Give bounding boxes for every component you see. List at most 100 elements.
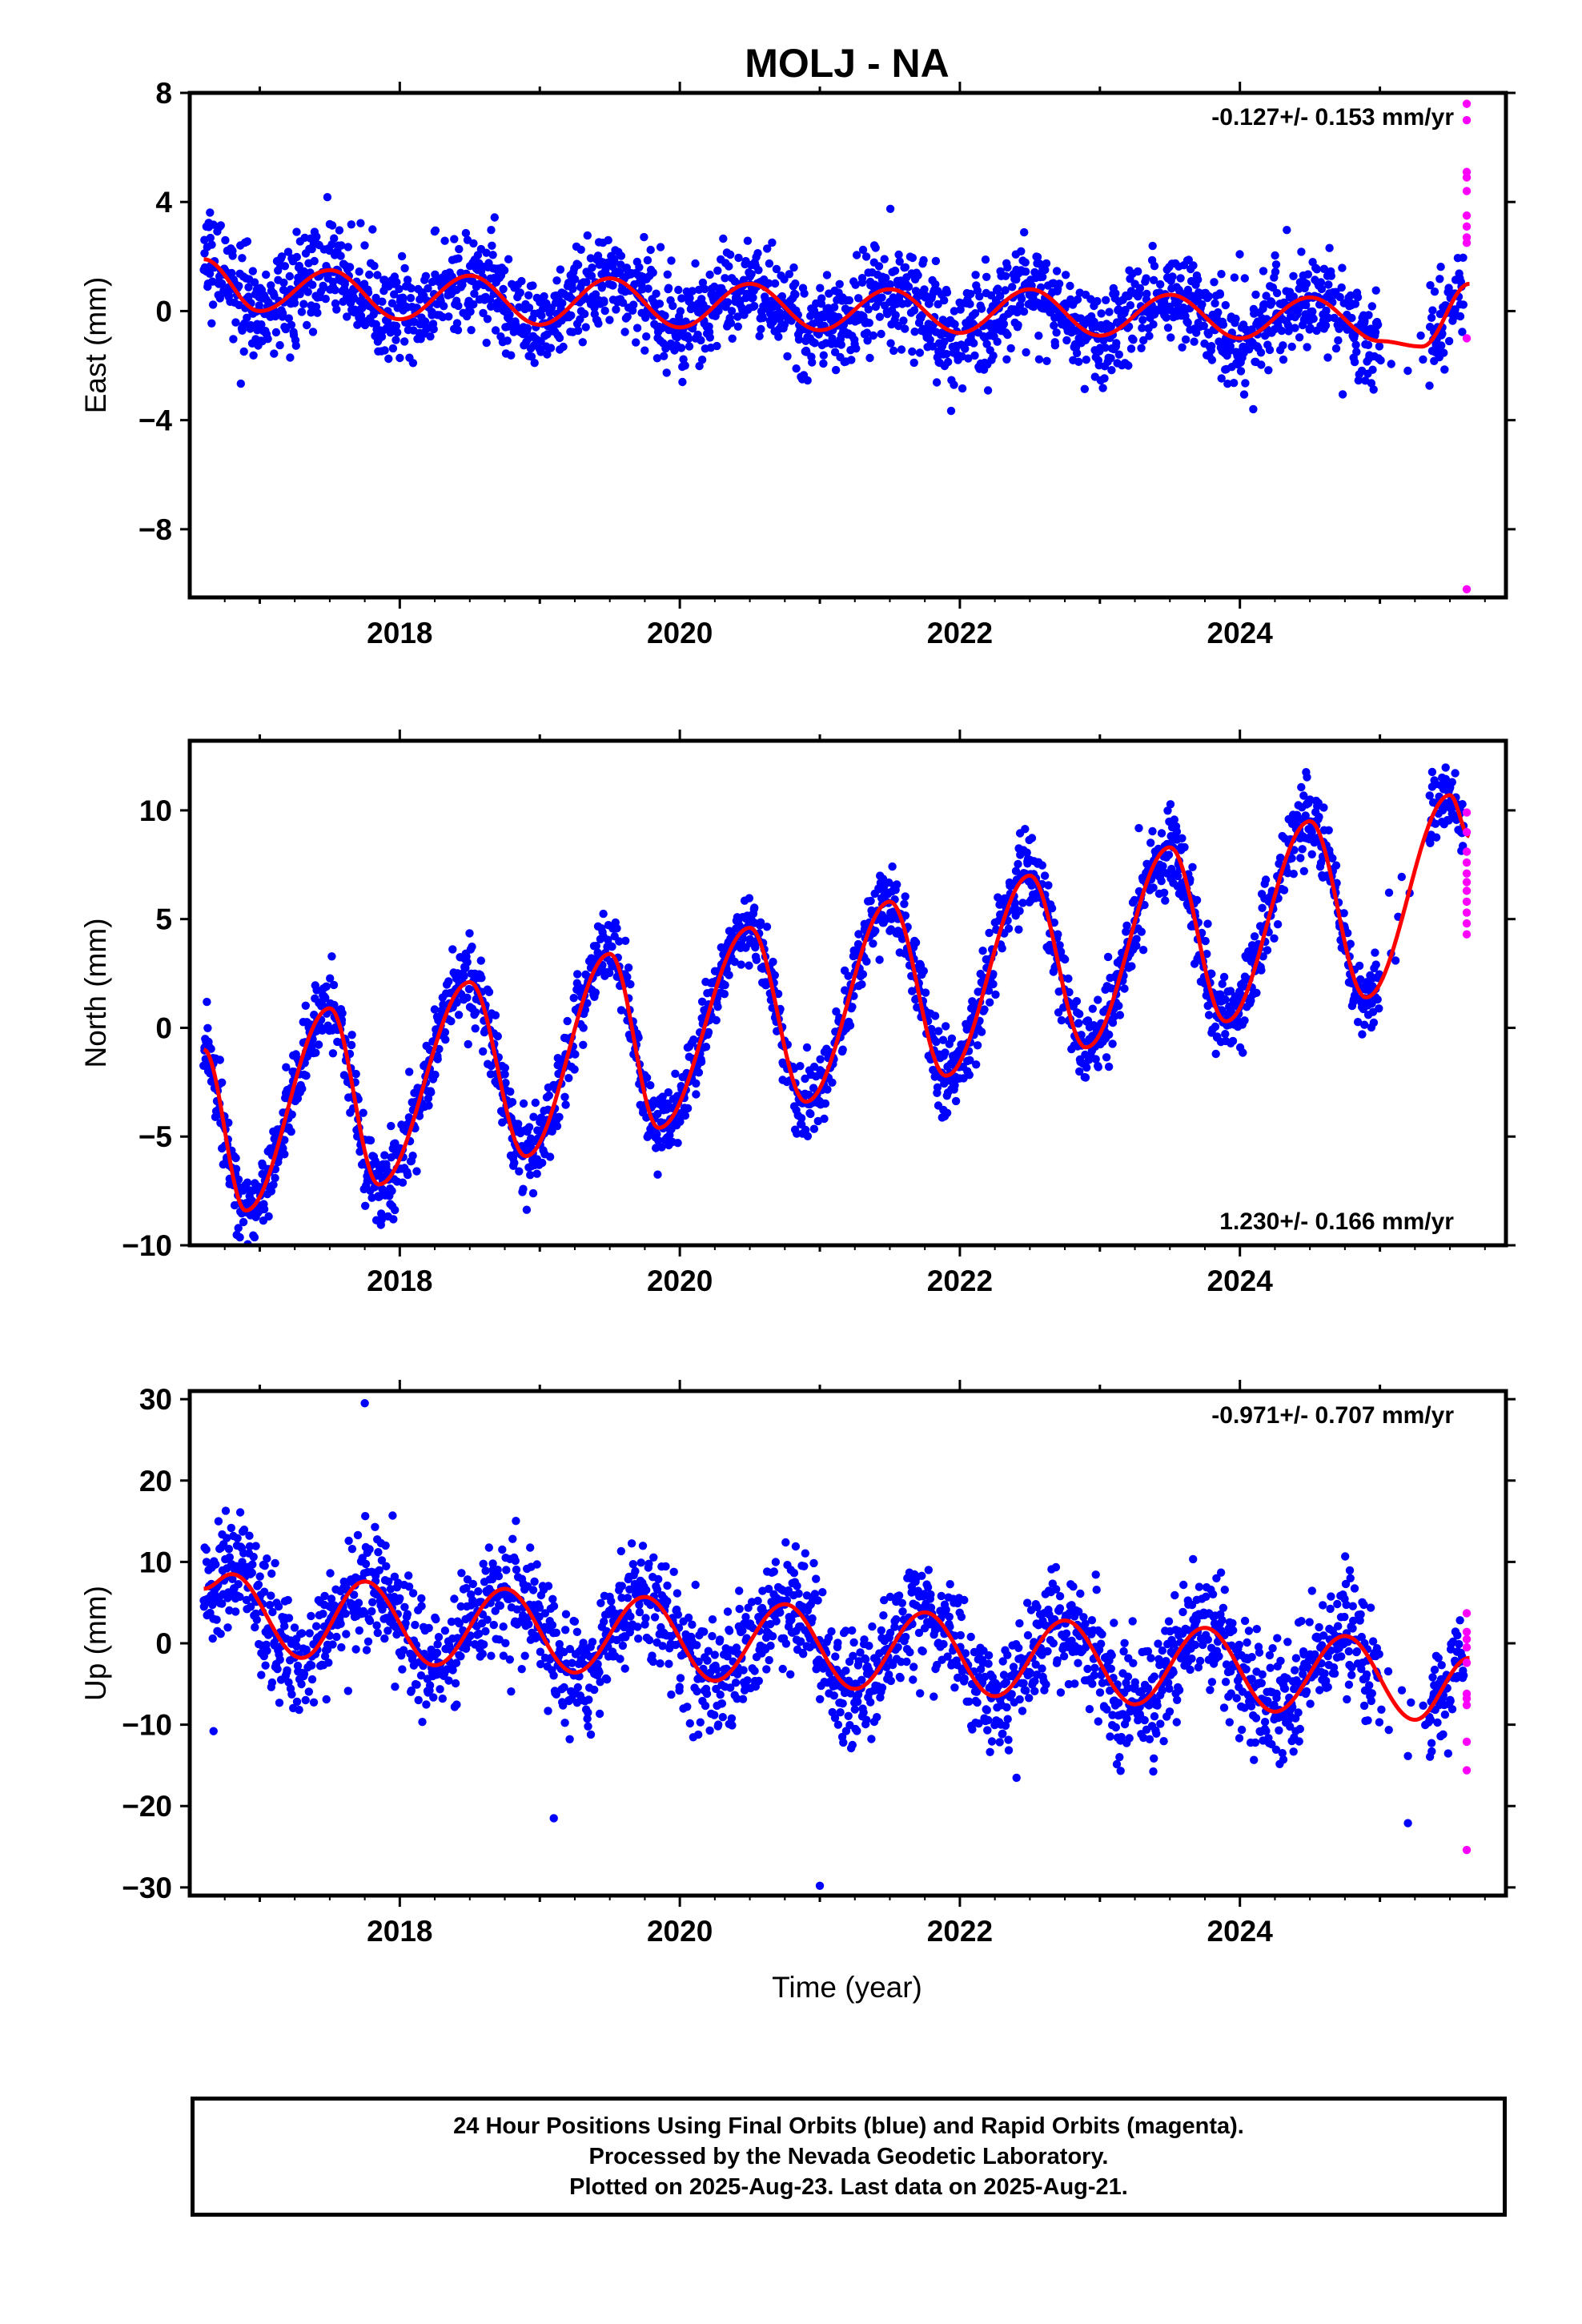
data-point xyxy=(257,1671,266,1679)
data-point xyxy=(640,346,649,355)
data-point xyxy=(1044,881,1053,890)
data-point xyxy=(970,351,979,360)
data-point xyxy=(447,1017,456,1026)
data-point xyxy=(233,1534,242,1543)
data-point xyxy=(351,1645,360,1654)
data-point xyxy=(1149,320,1158,329)
data-point xyxy=(248,1254,256,1262)
data-point xyxy=(1129,336,1138,344)
data-point xyxy=(1360,1020,1369,1029)
data-point xyxy=(727,307,737,316)
data-point xyxy=(524,291,533,300)
data-point xyxy=(399,293,408,302)
data-point xyxy=(624,963,633,972)
data-point xyxy=(737,960,745,969)
data-point xyxy=(1235,250,1244,259)
data-point xyxy=(217,279,227,288)
data-point xyxy=(493,1031,502,1041)
data-point xyxy=(308,280,317,289)
data-point xyxy=(528,1188,538,1198)
data-point xyxy=(621,936,630,946)
data-point xyxy=(361,1559,371,1569)
data-point xyxy=(403,275,412,284)
data-point xyxy=(440,236,449,245)
data-point xyxy=(313,308,322,317)
data-point xyxy=(950,320,959,329)
data-point xyxy=(261,1661,270,1670)
data-point xyxy=(548,1127,556,1136)
data-point xyxy=(1150,262,1159,271)
data-point xyxy=(712,1015,721,1025)
data-point xyxy=(780,275,789,283)
data-point xyxy=(958,352,966,361)
data-point xyxy=(845,1021,855,1030)
data-point xyxy=(338,1009,347,1018)
data-point xyxy=(885,204,895,213)
data-point xyxy=(1355,961,1364,971)
data-point xyxy=(1298,845,1307,854)
data-point xyxy=(1231,314,1240,324)
y-tick-label: 10 xyxy=(139,794,172,827)
data-point xyxy=(282,1063,291,1072)
data-point xyxy=(408,1589,418,1598)
data-point xyxy=(901,892,909,901)
data-point xyxy=(337,241,346,250)
data-point xyxy=(454,1011,464,1019)
data-point xyxy=(1334,336,1343,345)
data-point xyxy=(934,300,942,309)
data-point xyxy=(1427,767,1437,777)
y-axis-label: East (mm) xyxy=(79,277,112,414)
data-point xyxy=(901,263,910,271)
data-point xyxy=(231,1607,240,1616)
data-point xyxy=(404,1582,414,1591)
data-point xyxy=(1194,275,1203,284)
data-point xyxy=(426,332,435,341)
data-point xyxy=(1373,320,1383,329)
data-point xyxy=(450,235,459,243)
data-point xyxy=(347,220,355,229)
data-point xyxy=(271,1173,279,1183)
data-point xyxy=(262,1640,271,1649)
data-point xyxy=(838,1045,847,1054)
data-point xyxy=(913,271,922,279)
data-point xyxy=(397,251,407,261)
data-point xyxy=(567,311,576,320)
data-point xyxy=(372,1621,381,1630)
data-point xyxy=(1403,366,1412,376)
data-point xyxy=(857,278,867,287)
data-point xyxy=(248,267,257,275)
data-point xyxy=(1265,345,1275,355)
data-point xyxy=(307,1675,317,1684)
data-point xyxy=(1307,850,1316,859)
data-point xyxy=(689,1035,698,1044)
data-point xyxy=(1221,1030,1230,1039)
data-point xyxy=(1055,941,1064,950)
data-point xyxy=(587,271,596,280)
model-fit-line xyxy=(203,793,1471,1213)
data-point xyxy=(958,384,967,393)
data-point xyxy=(692,1079,701,1088)
data-point xyxy=(310,256,319,266)
data-point xyxy=(1207,342,1216,351)
data-point xyxy=(211,1560,220,1569)
data-point xyxy=(356,219,365,227)
data-point xyxy=(490,213,499,222)
data-point xyxy=(652,354,662,363)
data-point xyxy=(287,1690,296,1699)
data-point xyxy=(546,344,556,352)
data-point xyxy=(243,313,251,322)
data-point xyxy=(792,364,801,373)
data-point xyxy=(616,1006,626,1015)
data-point xyxy=(831,365,841,375)
data-point xyxy=(207,1044,215,1053)
data-point xyxy=(1166,800,1175,809)
data-point xyxy=(235,1232,244,1242)
data-point xyxy=(618,298,628,308)
data-point xyxy=(1279,341,1287,350)
data-point xyxy=(1373,995,1382,1004)
data-point xyxy=(580,309,589,319)
data-point xyxy=(803,376,812,385)
data-point xyxy=(755,332,764,340)
data-point xyxy=(469,239,478,248)
